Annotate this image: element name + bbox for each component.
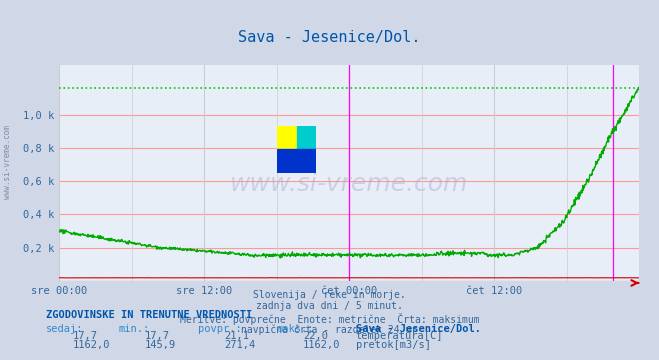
Text: Slovenija / reke in morje.: Slovenija / reke in morje. [253,290,406,300]
Text: maks.:: maks.: [277,324,314,334]
Text: pretok[m3/s]: pretok[m3/s] [356,340,431,350]
Text: min.:: min.: [119,324,150,334]
Text: 21,1: 21,1 [224,331,249,341]
Text: 17,7: 17,7 [72,331,98,341]
Bar [277,126,297,149]
Text: temperatura[C]: temperatura[C] [356,331,444,341]
Text: Sava - Jesenice/Dol.: Sava - Jesenice/Dol. [356,324,481,334]
Text: Meritve: povprečne  Enote: metrične  Črta: maksimum: Meritve: povprečne Enote: metrične Črta:… [180,313,479,325]
Bar [277,149,316,173]
Text: 22,0: 22,0 [303,331,328,341]
Text: Sava - Jesenice/Dol.: Sava - Jesenice/Dol. [239,30,420,45]
Text: 271,4: 271,4 [224,340,255,350]
Text: www.si-vreme.com: www.si-vreme.com [230,172,469,195]
Text: 1162,0: 1162,0 [72,340,110,350]
Text: 1162,0: 1162,0 [303,340,341,350]
Text: povpr.:: povpr.: [198,324,241,334]
Text: 145,9: 145,9 [145,340,176,350]
Text: zadnja dva dni / 5 minut.: zadnja dva dni / 5 minut. [256,301,403,311]
Text: navpična črta - razdelek 24 ur: navpična črta - razdelek 24 ur [241,324,418,335]
Text: sedaj:: sedaj: [46,324,84,334]
Bar [297,126,316,149]
Text: 17,7: 17,7 [145,331,170,341]
Text: ZGODOVINSKE IN TRENUTNE VREDNOSTI: ZGODOVINSKE IN TRENUTNE VREDNOSTI [46,310,252,320]
Text: www.si-vreme.com: www.si-vreme.com [3,125,13,199]
